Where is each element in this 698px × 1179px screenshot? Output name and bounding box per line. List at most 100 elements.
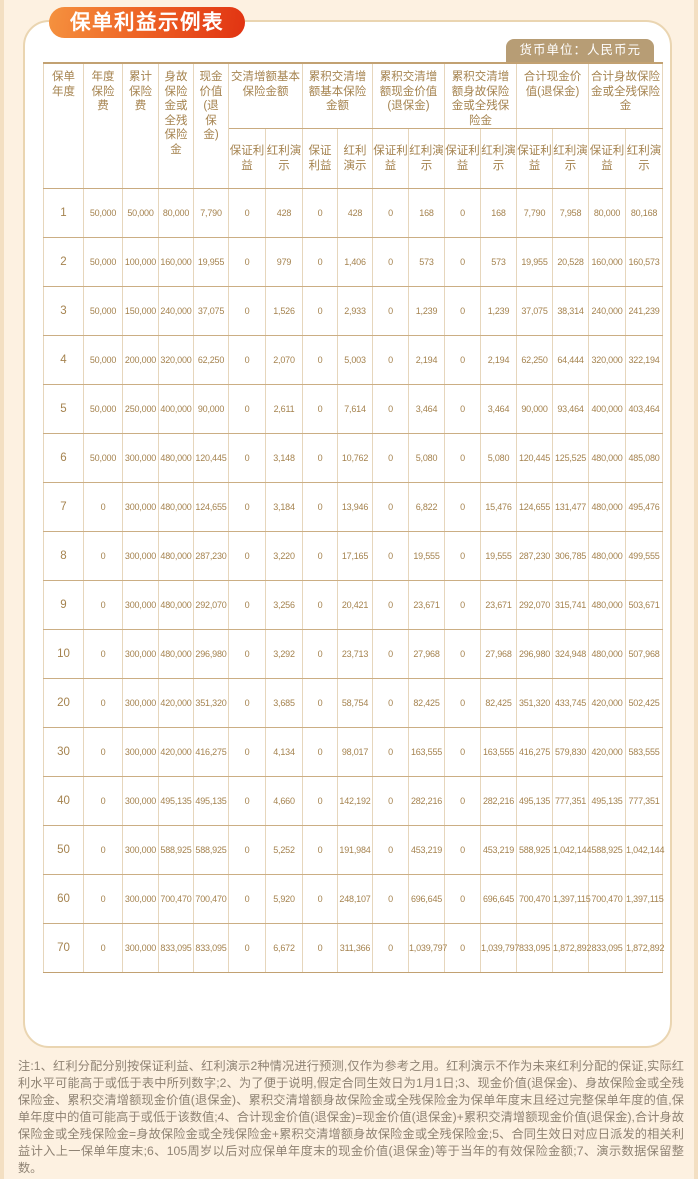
value-cell: 0 (83, 678, 123, 728)
value-cell: 1,239 (407, 286, 446, 336)
value-cell: 1,406 (337, 237, 373, 287)
value-cell: 80,000 (588, 188, 627, 238)
value-cell: 485,080 (625, 433, 664, 483)
value-cell: 0 (444, 776, 482, 826)
value-cell: 0 (372, 286, 409, 336)
value-cell: 0 (83, 580, 123, 630)
value-cell: 433,745 (552, 678, 590, 728)
value-cell: 3,292 (265, 629, 303, 679)
value-cell: 0 (302, 286, 338, 336)
value-cell: 777,351 (552, 776, 590, 826)
value-cell: 0 (444, 433, 482, 483)
value-cell: 573 (407, 237, 446, 287)
value-cell: 0 (228, 776, 266, 826)
value-cell: 250,000 (122, 384, 159, 434)
value-cell: 588,925 (158, 825, 194, 875)
value-cell: 300,000 (122, 874, 159, 924)
value-cell: 0 (372, 188, 409, 238)
value-cell: 979 (265, 237, 303, 287)
subcol-guaranteed: 保证利益 (588, 128, 627, 189)
value-cell: 0 (83, 531, 123, 581)
value-cell: 420,000 (158, 727, 194, 777)
value-cell: 82,425 (407, 678, 446, 728)
table-row: 5 50,000 250,000 400,000 90,000 0 2,611 0 7,614 0… (43, 384, 664, 434)
table-body: 1 50,000 50,000 80,000 7,790 0 428 0 428 0 168 0 168… (43, 188, 664, 973)
subcol-guaranteed: 保证利益 (444, 128, 482, 189)
value-cell: 0 (83, 727, 123, 777)
value-cell: 0 (444, 825, 482, 875)
value-cell: 62,250 (516, 335, 554, 385)
value-cell: 124,655 (193, 482, 229, 532)
policy-year-cell: 9 (43, 580, 84, 630)
value-cell: 700,470 (193, 874, 229, 924)
subcol-guaranteed: 保证利益 (228, 128, 266, 189)
value-cell: 0 (372, 727, 409, 777)
header-row-subcolumns: 保证利益 红利演示 保证利益 红利演示 保证利益 红利演示 保证利益 红利演示 … (44, 128, 664, 189)
policy-year-cell: 5 (43, 384, 84, 434)
value-cell: 428 (265, 188, 303, 238)
value-cell: 2,611 (265, 384, 303, 434)
policy-year-cell: 50 (43, 825, 84, 875)
value-cell: 27,968 (480, 629, 518, 679)
value-cell: 23,671 (480, 580, 518, 630)
value-cell: 300,000 (122, 923, 159, 973)
value-cell: 0 (444, 629, 482, 679)
value-cell: 311,366 (337, 923, 373, 973)
header-row-groups: 保单年度 年度保险费 累计保险费 身故保险金或全残保险金 现金价值(退保金) 交… (43, 62, 664, 189)
value-cell: 1,872,892 (552, 923, 591, 973)
value-cell: 696,645 (480, 874, 518, 924)
value-cell: 38,314 (552, 286, 590, 336)
value-cell: 5,003 (337, 335, 373, 385)
subcol-dividend: 红利演示 (625, 128, 664, 189)
table-row: 1 50,000 50,000 80,000 7,790 0 428 0 428 0 168 0 168… (43, 188, 664, 238)
page-title-badge: 保单利益示例表 (49, 7, 245, 38)
value-cell: 0 (228, 923, 266, 973)
value-cell: 131,477 (552, 482, 590, 532)
value-cell: 0 (83, 825, 123, 875)
value-cell: 700,470 (158, 874, 194, 924)
value-cell: 296,980 (516, 629, 554, 679)
value-cell: 0 (372, 335, 409, 385)
value-cell: 168 (407, 188, 446, 238)
value-cell: 480,000 (158, 531, 194, 581)
value-cell: 0 (302, 678, 338, 728)
value-cell: 495,135 (516, 776, 554, 826)
value-cell: 583,555 (625, 727, 664, 777)
value-cell: 573 (480, 237, 518, 287)
col-group-cumulative-paidup-death-benefit: 累积交清增额身故保险金或全残保险金 (444, 62, 518, 129)
value-cell: 3,685 (265, 678, 303, 728)
value-cell: 17,165 (337, 531, 373, 581)
value-cell: 0 (372, 923, 409, 973)
value-cell: 62,250 (193, 335, 229, 385)
subcol-dividend: 红利演示 (265, 128, 303, 189)
value-cell: 50,000 (83, 335, 123, 385)
value-cell: 0 (444, 580, 482, 630)
value-cell: 480,000 (158, 433, 194, 483)
col-header-cumulative-premium: 累计保险费 (122, 62, 159, 189)
value-cell: 495,476 (625, 482, 664, 532)
value-cell: 300,000 (122, 433, 159, 483)
value-cell: 495,135 (193, 776, 229, 826)
policy-year-cell: 2 (43, 237, 84, 287)
value-cell: 588,925 (588, 825, 627, 875)
value-cell: 0 (444, 678, 482, 728)
value-cell: 191,984 (337, 825, 373, 875)
value-cell: 833,095 (193, 923, 229, 973)
table-row: 2 50,000 100,000 160,000 19,955 0 979 0 1,406 0 57… (43, 237, 664, 287)
value-cell: 3,148 (265, 433, 303, 483)
value-cell: 19,955 (516, 237, 554, 287)
value-cell: 324,948 (552, 629, 590, 679)
value-cell: 6,822 (407, 482, 446, 532)
col-group-total-death-benefit: 合计身故保险金或全残保险金 (588, 62, 664, 129)
value-cell: 0 (302, 188, 338, 238)
value-cell: 93,464 (552, 384, 590, 434)
subcol-guaranteed: 保证利益 (302, 128, 338, 189)
value-cell: 300,000 (122, 531, 159, 581)
value-cell: 0 (444, 531, 482, 581)
col-group-cumulative-paidup-sum: 累积交清增额基本保险金额 (302, 62, 373, 129)
value-cell: 0 (302, 335, 338, 385)
value-cell: 0 (372, 384, 409, 434)
value-cell: 124,655 (516, 482, 554, 532)
policy-year-cell: 10 (43, 629, 84, 679)
subcol-guaranteed: 保证利益 (516, 128, 554, 189)
